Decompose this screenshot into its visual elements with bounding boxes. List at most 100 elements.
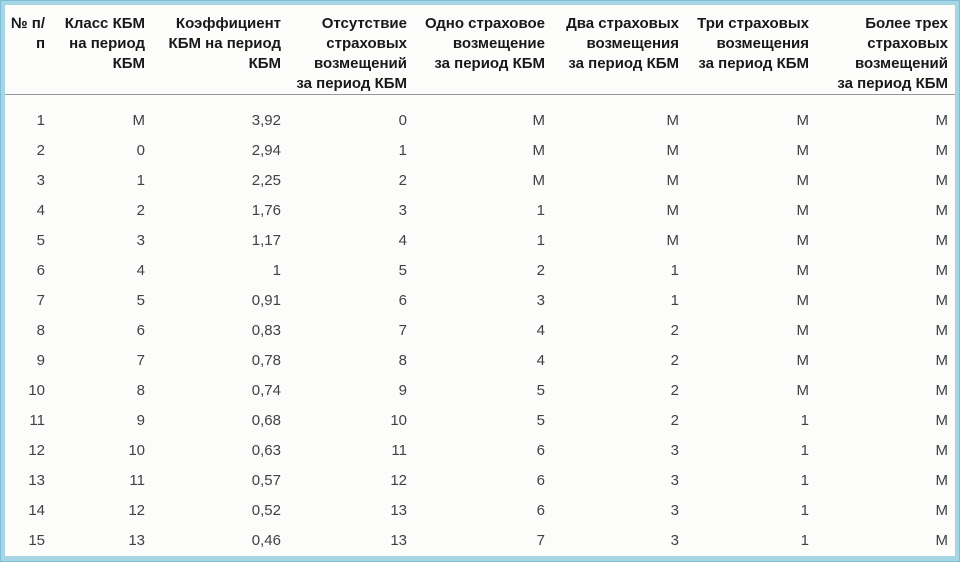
table-cell: 0,52 bbox=[251, 501, 281, 519]
table-row: 8 6 0,83 7 4 2 М М bbox=[5, 315, 955, 345]
table-cell: М bbox=[796, 261, 810, 279]
table-cell: М bbox=[935, 261, 949, 279]
table-cell: М bbox=[935, 171, 949, 189]
kbm-coefficient-table: № п/п Класс КБМ на период КБМ Коэффициен… bbox=[5, 5, 955, 555]
table-cell: М bbox=[935, 531, 949, 549]
table-cell: 2 bbox=[398, 171, 407, 189]
table-cell: 6 bbox=[536, 501, 545, 519]
table-cell: М bbox=[532, 111, 546, 129]
header-row: № п/п Класс КБМ на период КБМ Коэффициен… bbox=[5, 5, 955, 95]
table-cell: М bbox=[935, 501, 949, 519]
table-cell: 3 bbox=[670, 441, 679, 459]
table-row: 14 12 0,52 13 6 3 1 М bbox=[5, 495, 955, 525]
table-cell: 5 bbox=[536, 381, 545, 399]
table-cell: М bbox=[935, 111, 949, 129]
table-cell: 8 bbox=[136, 381, 145, 399]
column-header-one-claim: Одно страховое возмещение за период КБМ bbox=[414, 5, 552, 95]
table-cell: 3 bbox=[36, 171, 45, 189]
table-body: 1 М 3,92 0 М М М М 2 0 2,94 1 М М М М 3 1 2,25 2 М М М М 4 2 1,76 3… bbox=[5, 95, 955, 556]
table-cell: 11 bbox=[129, 471, 145, 489]
table-cell: 3,92 bbox=[251, 111, 281, 129]
table-row: 7 5 0,91 6 3 1 М М bbox=[5, 285, 955, 315]
table-cell: 4 bbox=[536, 351, 545, 369]
table-cell: 2 bbox=[670, 411, 679, 429]
table-cell: М bbox=[796, 171, 810, 189]
table-cell: М bbox=[532, 141, 546, 159]
table-cell: М bbox=[935, 231, 949, 249]
table-cell: М bbox=[666, 141, 680, 159]
column-header-more-than-three: Более трех страховых возмещений за перио… bbox=[816, 5, 955, 95]
table-cell: М bbox=[796, 141, 810, 159]
table-cell: 0,74 bbox=[251, 381, 281, 399]
table-row: 2 0 2,94 1 М М М М bbox=[5, 135, 955, 165]
table-cell: 1 bbox=[670, 261, 679, 279]
table-cell: 12 bbox=[390, 471, 407, 489]
table-cell: М bbox=[935, 351, 949, 369]
table-cell: 3 bbox=[670, 471, 679, 489]
table-cell: 10 bbox=[128, 441, 145, 459]
column-header-three-claims: Три страховых возмещения за период КБМ bbox=[686, 5, 816, 95]
table-cell: 2 bbox=[536, 261, 545, 279]
table-cell: 0 bbox=[398, 111, 407, 129]
table-cell: 1 bbox=[670, 291, 679, 309]
column-header-row-number: № п/п bbox=[5, 5, 52, 95]
table-cell: 1 bbox=[800, 441, 809, 459]
table-cell: 13 bbox=[390, 501, 407, 519]
table-cell: М bbox=[796, 351, 810, 369]
table-cell: М bbox=[935, 381, 949, 399]
table-cell: 1 bbox=[536, 201, 545, 219]
table-cell: 2 bbox=[670, 381, 679, 399]
table-cell: М bbox=[935, 141, 949, 159]
table-cell: 12 bbox=[128, 501, 145, 519]
table-row: 11 9 0,68 10 5 2 1 М bbox=[5, 405, 955, 435]
table-cell: 14 bbox=[28, 501, 45, 519]
table-cell: 0,46 bbox=[251, 531, 281, 549]
table-cell: 11 bbox=[29, 411, 45, 429]
table-cell: 1 bbox=[800, 471, 809, 489]
table-cell: 10 bbox=[390, 411, 407, 429]
table-cell: 6 bbox=[536, 471, 545, 489]
table-cell: 2 bbox=[670, 351, 679, 369]
table-cell: 3 bbox=[398, 201, 407, 219]
column-header-no-claims: Отсутствие страховых возмещений за перио… bbox=[288, 5, 414, 95]
table-cell: 1 bbox=[536, 231, 545, 249]
table-row: 9 7 0,78 8 4 2 М М bbox=[5, 345, 955, 375]
table-cell: 5 bbox=[536, 411, 545, 429]
table-cell: М bbox=[796, 381, 810, 399]
table-cell: М bbox=[666, 231, 680, 249]
table-cell: М bbox=[666, 111, 680, 129]
table-cell: 4 bbox=[36, 201, 45, 219]
table-row: 4 2 1,76 3 1 М М М bbox=[5, 195, 955, 225]
table-cell: 2 bbox=[36, 141, 45, 159]
table-cell: М bbox=[132, 111, 146, 129]
table-cell: М bbox=[796, 321, 810, 339]
table-cell: 7 bbox=[36, 291, 45, 309]
table-cell: 9 bbox=[398, 381, 407, 399]
table-cell: 2 bbox=[670, 321, 679, 339]
table-cell: 6 bbox=[536, 441, 545, 459]
table-cell: 3 bbox=[136, 231, 145, 249]
table-cell: 7 bbox=[536, 531, 545, 549]
table-cell: 15 bbox=[28, 531, 45, 549]
table-cell: 1 bbox=[398, 141, 407, 159]
table-cell: 13 bbox=[390, 531, 407, 549]
table-cell: 10 bbox=[28, 381, 45, 399]
table-cell: 9 bbox=[36, 351, 45, 369]
table-cell: 1 bbox=[36, 111, 45, 129]
table-row: 3 1 2,25 2 М М М М bbox=[5, 165, 955, 195]
table-cell: 1,17 bbox=[251, 231, 281, 249]
table-cell: 6 bbox=[36, 261, 45, 279]
table-row: 12 10 0,63 11 6 3 1 М bbox=[5, 435, 955, 465]
table-cell: 5 bbox=[136, 291, 145, 309]
table-cell: М bbox=[935, 321, 949, 339]
table-cell: 1 bbox=[136, 171, 145, 189]
table-cell: М bbox=[796, 201, 810, 219]
table-cell: 0,68 bbox=[251, 411, 281, 429]
table-cell: 2,94 bbox=[251, 141, 281, 159]
table-cell: 0 bbox=[136, 141, 145, 159]
table-cell: 0,78 bbox=[251, 351, 281, 369]
table-cell: 1 bbox=[800, 531, 809, 549]
column-header-kbm-class: Класс КБМ на период КБМ bbox=[52, 5, 152, 95]
table-cell: 11 bbox=[391, 441, 407, 459]
table-cell: М bbox=[796, 291, 810, 309]
